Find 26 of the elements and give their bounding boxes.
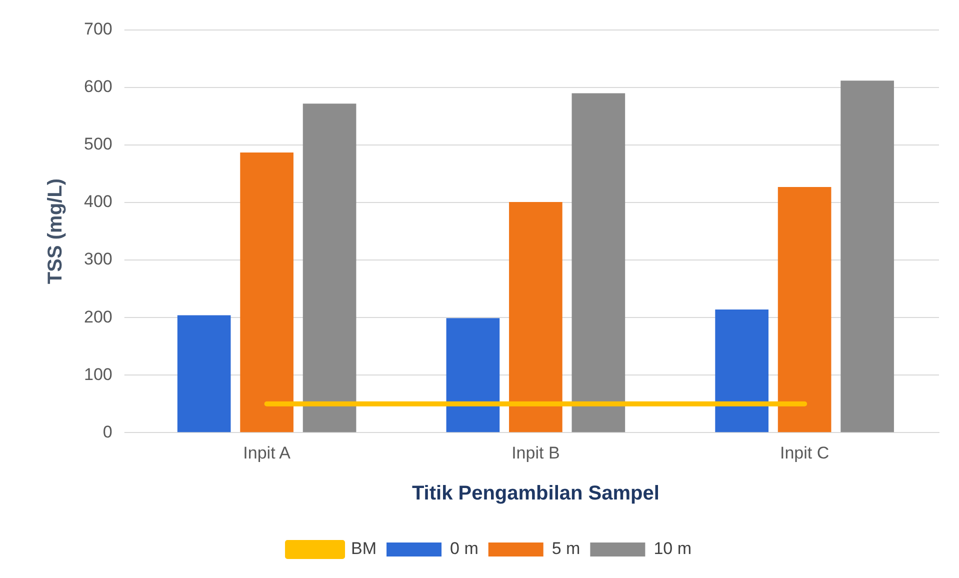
bar [778, 187, 832, 432]
legend-label: 0 m [450, 539, 478, 558]
x-tick-label: Inpit C [780, 443, 830, 462]
x-tick-label: Inpit B [512, 443, 560, 462]
legend-label: 5 m [552, 539, 580, 558]
y-tick-label: 500 [84, 134, 112, 154]
y-tick-label: 400 [84, 192, 112, 212]
y-tick-label: 700 [84, 20, 112, 39]
legend-label: BM [351, 539, 377, 558]
y-tick-label: 100 [84, 364, 112, 384]
y-tick-label: 0 [102, 422, 112, 442]
bar [446, 318, 500, 432]
bar [177, 315, 231, 432]
x-tick-label: Inpit A [243, 443, 292, 462]
x-axis-title: Titik Pengambilan Sampel [412, 482, 660, 505]
bar [302, 104, 356, 432]
y-axis-title: TSS (mg/L) [44, 178, 67, 284]
bar [509, 202, 562, 432]
bar [840, 80, 894, 432]
legend-label: 10 m [654, 539, 692, 558]
bar [572, 93, 626, 432]
y-tick-label: 200 [84, 307, 112, 326]
bar [715, 310, 768, 432]
bar [240, 152, 294, 432]
y-tick-label: 600 [84, 77, 112, 96]
y-tick-label: 300 [84, 250, 112, 269]
